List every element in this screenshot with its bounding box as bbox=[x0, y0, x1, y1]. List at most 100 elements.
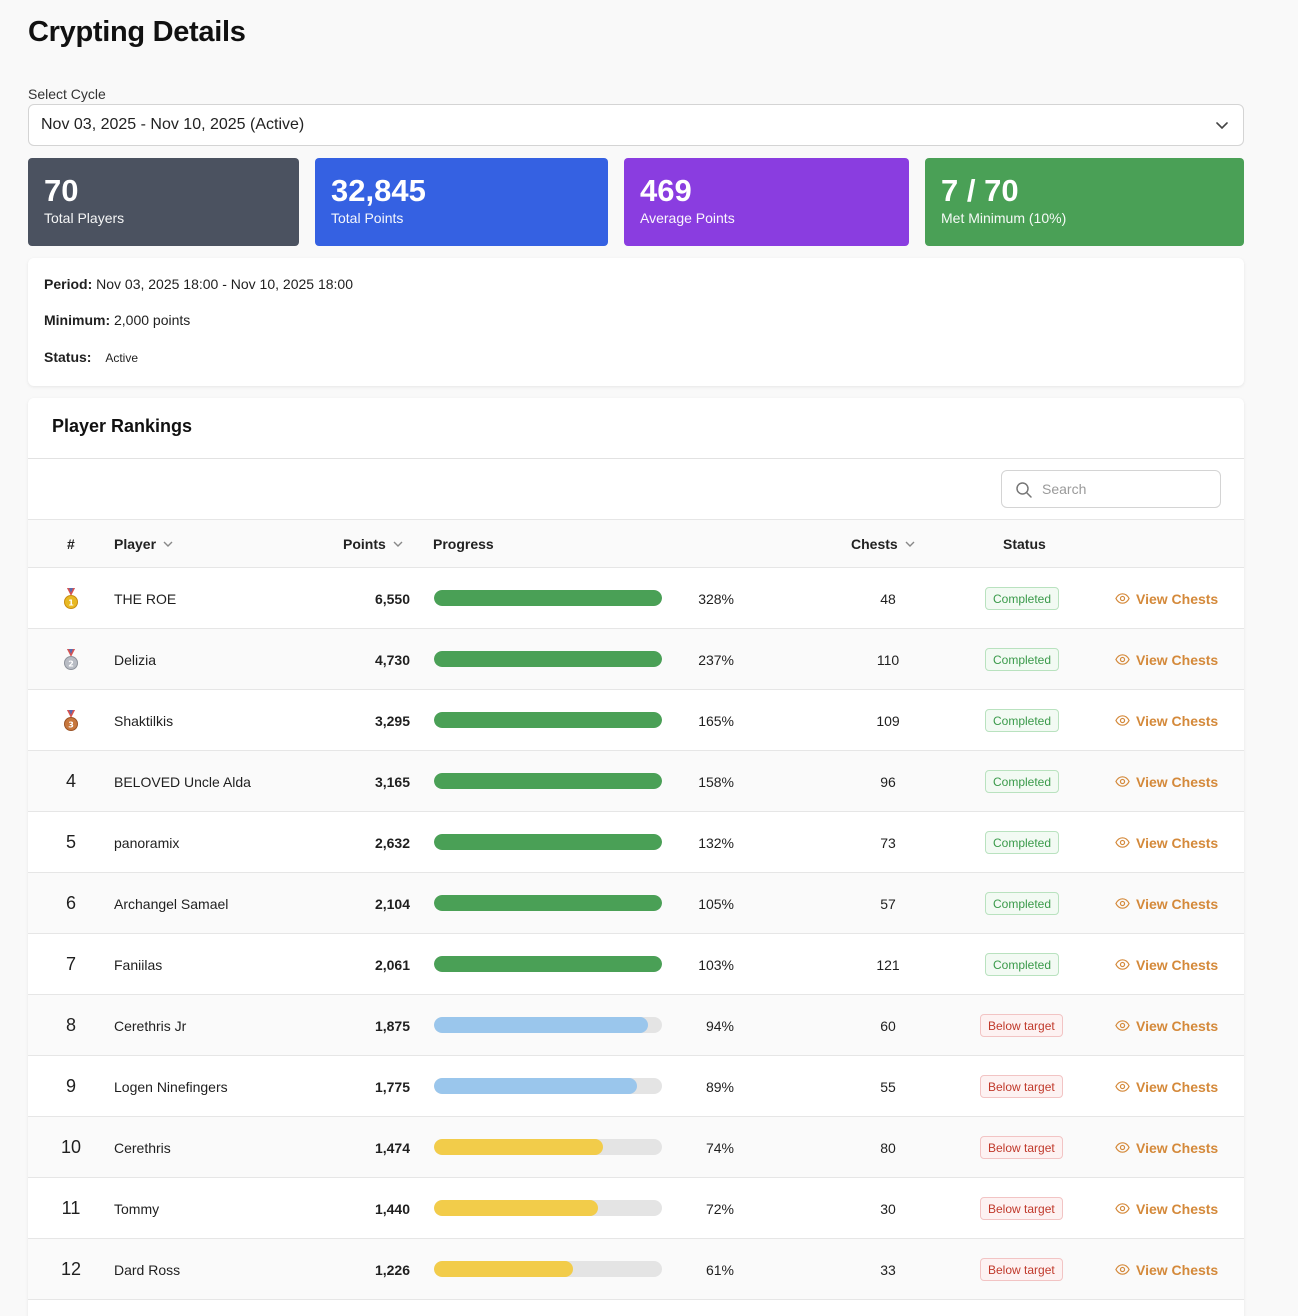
progress-bar bbox=[434, 773, 662, 789]
column-header-progress: Progress bbox=[433, 536, 494, 552]
search-box[interactable] bbox=[1001, 470, 1221, 508]
eye-icon bbox=[1115, 715, 1130, 726]
view-chests-link[interactable]: View Chests bbox=[1115, 873, 1218, 934]
search-input[interactable] bbox=[1042, 481, 1212, 497]
view-chests-link[interactable]: View Chests bbox=[1115, 751, 1218, 812]
column-header-chests[interactable]: Chests bbox=[851, 536, 916, 552]
view-chests-link[interactable]: View Chests bbox=[1115, 1056, 1218, 1117]
chest-count: 73 bbox=[880, 834, 896, 851]
table-row: 2 Delizia 4,730 237% 110 Completed View Chests bbox=[28, 629, 1244, 690]
view-chests-link[interactable]: View Chests bbox=[1115, 690, 1218, 751]
status-badge: Completed bbox=[985, 648, 1060, 671]
status-badge: Below target bbox=[980, 1197, 1063, 1220]
table-row: 3 Shaktilkis 3,295 165% 109 Completed View Che… bbox=[28, 690, 1244, 751]
progress-percent: 132% bbox=[698, 834, 734, 851]
status-badge: Below target bbox=[980, 1258, 1063, 1281]
progress-bar bbox=[434, 1017, 662, 1033]
view-chests-label: View Chests bbox=[1136, 1200, 1219, 1217]
progress-bar bbox=[434, 651, 662, 667]
eye-icon bbox=[1115, 959, 1130, 970]
svg-text:2: 2 bbox=[68, 659, 74, 668]
progress-fill bbox=[434, 1139, 603, 1155]
view-chests-label: View Chests bbox=[1136, 1017, 1219, 1034]
cycle-select-value: Nov 03, 2025 - Nov 10, 2025 (Active) bbox=[41, 116, 305, 133]
view-chests-link[interactable]: View Chests bbox=[1115, 1117, 1218, 1178]
chest-count: 121 bbox=[876, 956, 900, 973]
view-chests-link[interactable]: View Chests bbox=[1115, 629, 1218, 690]
progress-fill bbox=[434, 956, 662, 972]
player-points: 2,632 bbox=[374, 834, 410, 851]
status-line: Status: Active bbox=[44, 349, 138, 365]
eye-icon bbox=[1115, 1264, 1130, 1275]
view-chests-label: View Chests bbox=[1136, 651, 1219, 668]
table-row: 7 Faniilas 2,061 103% 121 Completed View Chest… bbox=[28, 934, 1244, 995]
view-chests-link[interactable]: View Chests bbox=[1115, 568, 1218, 629]
chest-count: 80 bbox=[880, 1139, 896, 1156]
progress-fill bbox=[434, 1261, 574, 1277]
eye-icon bbox=[1115, 837, 1130, 848]
progress-bar bbox=[434, 1200, 662, 1216]
view-chests-label: View Chests bbox=[1136, 1139, 1219, 1156]
progress-bar bbox=[434, 1139, 662, 1155]
player-name: Shaktilkis bbox=[114, 712, 174, 729]
column-header-rank: # bbox=[67, 536, 75, 552]
progress-percent: 105% bbox=[698, 895, 734, 912]
player-points: 6,550 bbox=[374, 590, 410, 607]
progress-bar bbox=[434, 956, 662, 972]
view-chests-link[interactable]: View Chests bbox=[1115, 995, 1218, 1056]
chest-count: 55 bbox=[880, 1078, 896, 1095]
view-chests-link[interactable]: View Chests bbox=[1115, 1178, 1218, 1239]
svg-text:1: 1 bbox=[68, 598, 74, 607]
status-badge: Completed bbox=[985, 831, 1060, 854]
status-label: Status: bbox=[44, 349, 92, 365]
progress-percent: 61% bbox=[705, 1261, 734, 1278]
progress-bar bbox=[434, 590, 662, 606]
progress-percent: 72% bbox=[705, 1200, 734, 1217]
status-badge: Below target bbox=[980, 1136, 1063, 1159]
eye-icon bbox=[1115, 593, 1130, 604]
chest-count: 30 bbox=[880, 1200, 896, 1217]
progress-fill bbox=[434, 773, 662, 789]
player-points: 1,226 bbox=[374, 1261, 410, 1278]
progress-fill bbox=[434, 895, 662, 911]
rank-number: 6 bbox=[65, 893, 76, 913]
progress-percent: 103% bbox=[698, 956, 734, 973]
bronze-medal-icon: 3 bbox=[63, 690, 79, 751]
eye-icon bbox=[1115, 1020, 1130, 1031]
rank-number: 5 bbox=[65, 832, 76, 852]
player-points: 1,440 bbox=[374, 1200, 410, 1217]
progress-fill bbox=[434, 651, 662, 667]
player-points: 2,104 bbox=[374, 895, 410, 912]
progress-percent: 328% bbox=[698, 590, 734, 607]
stat-label: Met Minimum (10%) bbox=[941, 210, 1067, 226]
eye-icon bbox=[1115, 898, 1130, 909]
view-chests-link[interactable]: View Chests bbox=[1115, 812, 1218, 873]
column-header-points[interactable]: Points bbox=[343, 536, 404, 552]
player-points: 1,474 bbox=[374, 1139, 410, 1156]
view-chests-label: View Chests bbox=[1136, 590, 1219, 607]
period-line: Period: Nov 03, 2025 18:00 - Nov 10, 202… bbox=[44, 276, 353, 292]
stat-value: 32,845 bbox=[331, 173, 426, 208]
chest-count: 48 bbox=[880, 590, 896, 607]
rank-number: 11 bbox=[61, 1198, 81, 1218]
period-value: Nov 03, 2025 18:00 - Nov 10, 2025 18:00 bbox=[96, 276, 353, 292]
progress-fill bbox=[434, 834, 662, 850]
page-title: Crypting Details bbox=[28, 16, 246, 48]
player-name: Faniilas bbox=[114, 956, 163, 973]
stat-value: 7 / 70 bbox=[941, 173, 1019, 208]
chest-count: 60 bbox=[880, 1017, 896, 1034]
progress-fill bbox=[434, 1200, 599, 1216]
stat-card-average-points: 469 Average Points bbox=[624, 158, 909, 246]
table-row: 11 Tommy 1,440 72% 30 Below target View Chests bbox=[28, 1178, 1244, 1239]
progress-fill bbox=[434, 1078, 637, 1094]
view-chests-link[interactable]: View Chests bbox=[1115, 934, 1218, 995]
eye-icon bbox=[1115, 776, 1130, 787]
cycle-select[interactable]: Nov 03, 2025 - Nov 10, 2025 (Active) bbox=[28, 104, 1244, 146]
view-chests-link[interactable]: View Chests bbox=[1115, 1239, 1218, 1300]
player-name: Archangel Samael bbox=[114, 895, 229, 912]
stat-label: Total Players bbox=[44, 210, 125, 226]
table-row: 5 panoramix 2,632 132% 73 Completed View Chest… bbox=[28, 812, 1244, 873]
rank-number: 7 bbox=[65, 954, 76, 974]
rank-number: 4 bbox=[65, 771, 76, 791]
column-header-player[interactable]: Player bbox=[114, 536, 174, 552]
